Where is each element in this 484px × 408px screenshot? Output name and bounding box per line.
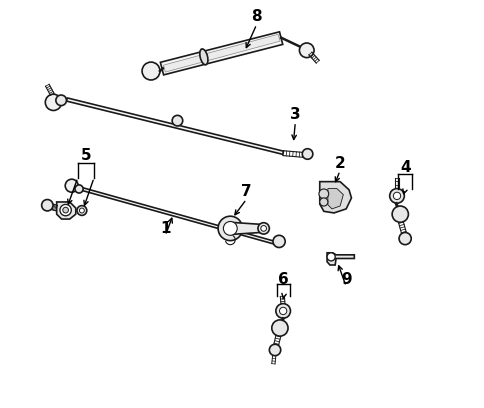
Circle shape xyxy=(393,192,400,200)
Circle shape xyxy=(223,222,237,235)
Circle shape xyxy=(62,207,68,213)
Text: 2: 2 xyxy=(334,156,345,171)
Text: 1: 1 xyxy=(160,221,170,236)
Polygon shape xyxy=(66,98,283,154)
Circle shape xyxy=(318,189,328,199)
Polygon shape xyxy=(163,34,279,72)
Text: 3: 3 xyxy=(289,107,300,122)
Circle shape xyxy=(392,206,408,222)
Circle shape xyxy=(79,208,84,213)
Polygon shape xyxy=(160,32,282,75)
Text: 5: 5 xyxy=(80,148,91,163)
Circle shape xyxy=(56,95,66,106)
Circle shape xyxy=(299,43,314,58)
Circle shape xyxy=(326,253,334,261)
Circle shape xyxy=(75,185,83,193)
Text: 7: 7 xyxy=(241,184,251,199)
Circle shape xyxy=(142,62,160,80)
Circle shape xyxy=(77,206,87,215)
Circle shape xyxy=(257,223,269,234)
Text: 8: 8 xyxy=(251,9,261,24)
Circle shape xyxy=(60,204,71,216)
Text: 6: 6 xyxy=(277,272,288,287)
Circle shape xyxy=(398,233,410,245)
Circle shape xyxy=(302,149,312,159)
Circle shape xyxy=(218,216,242,241)
Polygon shape xyxy=(57,202,76,219)
Circle shape xyxy=(45,94,61,111)
Polygon shape xyxy=(81,188,274,244)
Polygon shape xyxy=(319,182,351,213)
Circle shape xyxy=(279,307,286,315)
Text: 9: 9 xyxy=(340,272,351,287)
Circle shape xyxy=(272,235,285,248)
Polygon shape xyxy=(327,188,343,209)
Circle shape xyxy=(42,200,53,211)
Circle shape xyxy=(271,320,287,336)
Circle shape xyxy=(269,344,280,356)
Circle shape xyxy=(319,198,327,206)
Polygon shape xyxy=(326,253,354,265)
Text: 4: 4 xyxy=(399,160,409,175)
Circle shape xyxy=(260,226,266,231)
Polygon shape xyxy=(230,222,264,235)
Circle shape xyxy=(389,188,404,203)
Circle shape xyxy=(275,304,290,318)
Circle shape xyxy=(65,179,78,192)
Ellipse shape xyxy=(199,49,208,65)
Circle shape xyxy=(172,115,182,126)
